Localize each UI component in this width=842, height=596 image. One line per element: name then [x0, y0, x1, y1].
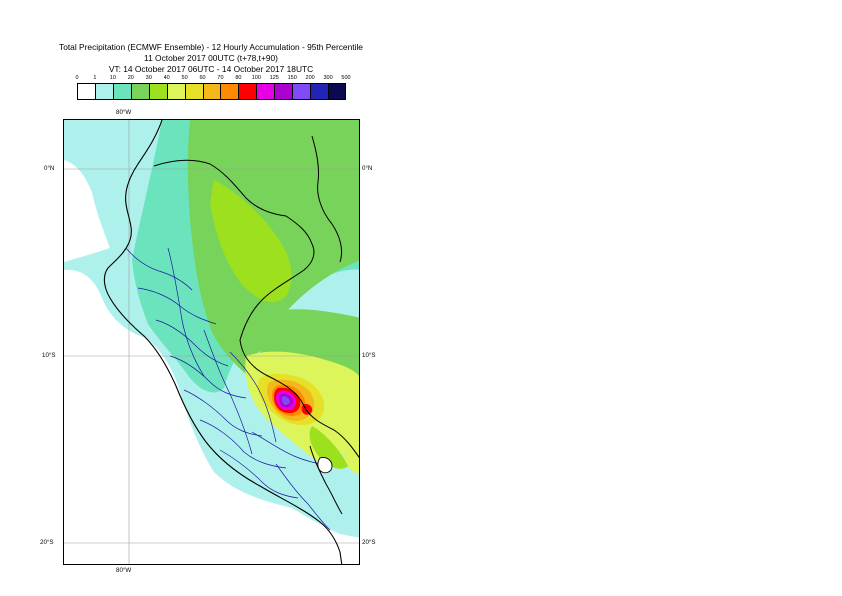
legend-label: 300 [323, 75, 333, 81]
legend-swatch [148, 83, 167, 100]
legend-swatch [328, 83, 346, 100]
lat-label-20s-right: 20°S [362, 539, 376, 546]
legend-swatch [238, 83, 257, 100]
region-line-12 [275, 463, 331, 531]
region-line-3 [155, 319, 229, 367]
region-line-5 [183, 389, 263, 437]
legend-label: 60 [199, 75, 206, 81]
legend-label: 500 [341, 75, 351, 81]
country-boundaries [153, 135, 359, 515]
region-line-6 [199, 419, 287, 469]
field-violet [282, 396, 290, 405]
legend-swatch [220, 83, 239, 100]
ecuador-peru-border [153, 159, 313, 245]
legend-label: 50 [181, 75, 188, 81]
field-lime-south [309, 426, 348, 469]
legend-label: 30 [145, 75, 152, 81]
legend-label: 200 [305, 75, 315, 81]
title-line-2: 11 October 2017 00UTC (t+78,t+90) [144, 53, 278, 63]
legend-swatch [166, 83, 185, 100]
dry-ocean-area [64, 269, 359, 564]
legend-swatch [292, 83, 311, 100]
peru-bolivia-border [309, 445, 343, 515]
legend-swatch [184, 83, 203, 100]
lon-label-bottom: 80°W [116, 567, 132, 574]
lat-label-10s-left: 10°S [42, 352, 56, 359]
legend-label: 70 [217, 75, 224, 81]
region-line-7 [219, 449, 299, 499]
lat-label-20s-left: 20°S [40, 539, 54, 546]
legend-label: 40 [163, 75, 170, 81]
dry-ocean-upper [64, 160, 110, 262]
precipitation-map [63, 119, 360, 565]
legend-swatch [310, 83, 329, 100]
field-lime [210, 180, 292, 303]
lat-label-0-left: 0°N [44, 165, 55, 172]
region-line-9 [203, 329, 253, 455]
map-canvas [64, 120, 359, 564]
legend-swatch [256, 83, 275, 100]
lake-titicaca [317, 457, 333, 474]
legend-label: 10 [109, 75, 116, 81]
legend-label: 125 [269, 75, 279, 81]
lon-label-top: 80°W [116, 109, 132, 116]
region-line-1 [125, 247, 193, 291]
coastline [103, 120, 343, 564]
region-line-10 [229, 351, 277, 443]
legend-label: 1 [93, 75, 97, 81]
region-line-4 [169, 355, 247, 399]
legend-swatch [202, 83, 221, 100]
peru-brazil-border [239, 339, 359, 459]
peru-colombia-border [239, 243, 315, 341]
legend-swatch [77, 83, 95, 100]
lat-label-0-right: 0°N [362, 165, 373, 172]
legend-label: 0 [75, 75, 79, 81]
legend-label: 150 [287, 75, 297, 81]
colombia-brazil-border [311, 135, 343, 263]
legend-label: 20 [127, 75, 134, 81]
legend-label: 100 [251, 75, 261, 81]
lat-label-10s-right: 10°S [362, 352, 376, 359]
graticule [64, 120, 359, 564]
legend-swatch [94, 83, 113, 100]
legend-label: 80 [235, 75, 242, 81]
title-line-3: VT: 14 October 2017 06UTC - 14 October 2… [108, 64, 314, 74]
legend-swatch [274, 83, 293, 100]
legend-swatch [112, 83, 131, 100]
legend-swatch [130, 83, 149, 100]
region-line-8 [167, 247, 205, 377]
title-line-1: Total Precipitation (ECMWF Ensemble) - 1… [59, 42, 363, 52]
